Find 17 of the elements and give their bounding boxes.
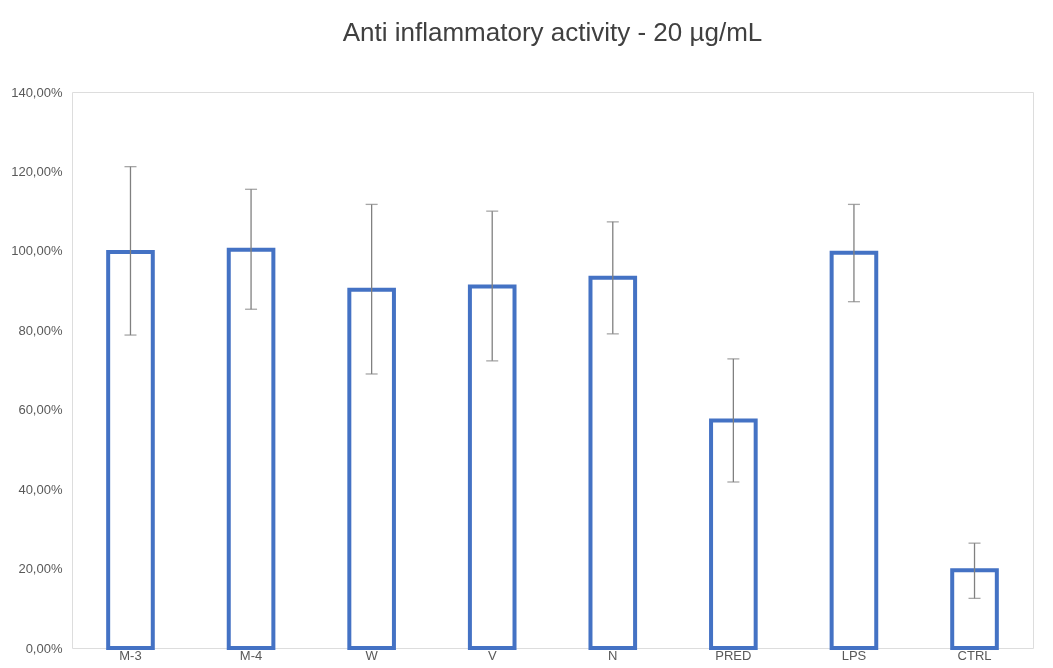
y-tick-label: 40,00% [18,481,63,497]
x-tick-label: V [487,647,497,663]
x-tick-label: M-4 [239,647,263,663]
x-tick-label: W [365,647,379,663]
y-tick-label: 0,00% [25,640,63,656]
y-tick-label: 60,00% [18,402,63,418]
x-tick-label: LPS [841,647,867,663]
y-tick-label: 120,00% [11,163,63,179]
y-tick-label: 140,00% [11,84,63,100]
y-tick-label: 20,00% [18,561,63,577]
x-tick-label: PRED [715,647,752,663]
chart-title: Anti inflammatory activity - 20 µg/mL [342,17,763,47]
y-tick-label: 80,00% [18,322,63,338]
y-tick-label: 100,00% [11,243,63,259]
x-tick-label: M-3 [119,647,142,663]
x-tick-label: N [608,647,618,663]
x-tick-label: CTRL [957,647,992,663]
